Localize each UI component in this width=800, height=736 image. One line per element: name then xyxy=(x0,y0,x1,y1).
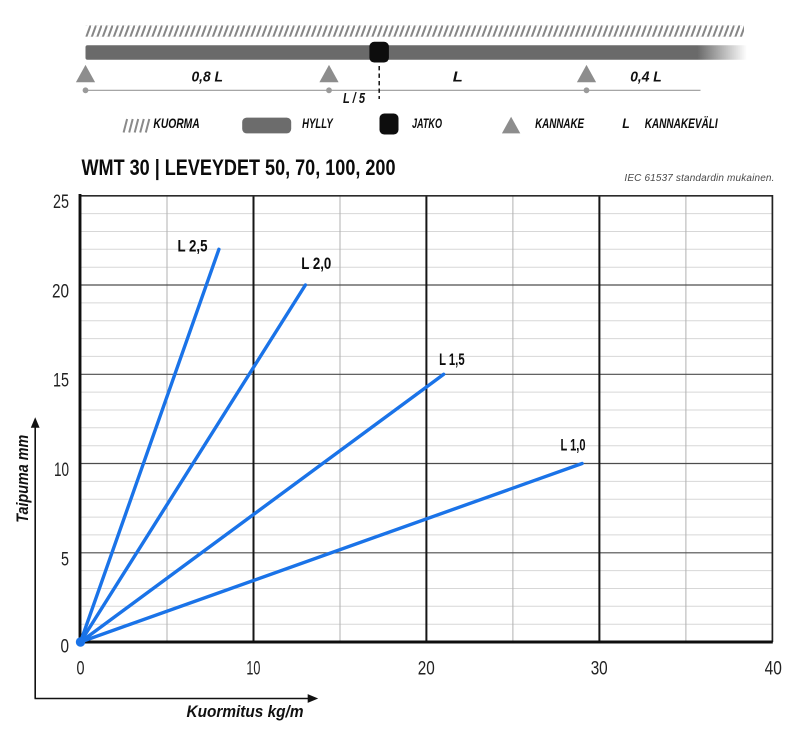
svg-text:L / 5: L / 5 xyxy=(343,91,366,107)
svg-text:L 1,0: L 1,0 xyxy=(561,436,586,455)
svg-text:20: 20 xyxy=(52,280,69,302)
svg-text:40: 40 xyxy=(765,657,782,679)
svg-text:20: 20 xyxy=(418,657,435,679)
svg-text:L: L xyxy=(622,115,630,131)
svg-text:10: 10 xyxy=(54,459,69,481)
svg-text:5: 5 xyxy=(61,548,69,570)
svg-text:0: 0 xyxy=(77,657,85,679)
svg-text:0,4 L: 0,4 L xyxy=(630,70,662,86)
svg-text:KUORMA: KUORMA xyxy=(153,115,199,131)
svg-text:JATKO: JATKO xyxy=(412,115,442,131)
svg-text:Taipuma mm: Taipuma mm xyxy=(14,435,32,523)
svg-text:0: 0 xyxy=(61,635,70,657)
svg-text:HYLLY: HYLLY xyxy=(302,115,334,131)
svg-text:10: 10 xyxy=(246,657,260,679)
svg-text:L 2,0: L 2,0 xyxy=(301,254,331,273)
svg-text:Kuormitus kg/m: Kuormitus kg/m xyxy=(187,703,304,721)
svg-text:L: L xyxy=(453,70,463,86)
svg-text:30: 30 xyxy=(591,657,608,679)
svg-text:25: 25 xyxy=(53,191,69,213)
svg-text:IEC 61537 standardin mukainen.: IEC 61537 standardin mukainen. xyxy=(624,173,774,184)
svg-text:WMT 30 | LEVEYDET 50, 70, 100,: WMT 30 | LEVEYDET 50, 70, 100, 200 xyxy=(82,155,396,180)
svg-text:KANNAKEVÄLI: KANNAKEVÄLI xyxy=(645,115,719,131)
svg-text:15: 15 xyxy=(53,370,69,392)
svg-text:KANNAKE: KANNAKE xyxy=(535,115,584,131)
svg-text:L 1,5: L 1,5 xyxy=(439,350,465,369)
svg-text:0,8 L: 0,8 L xyxy=(192,70,224,86)
svg-text:L 2,5: L 2,5 xyxy=(178,236,208,255)
